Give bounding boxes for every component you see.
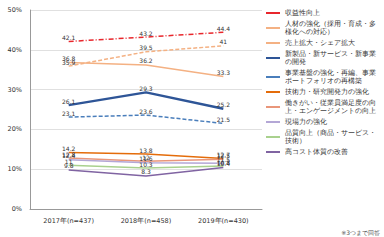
svg-text:9.8: 9.8: [64, 162, 74, 169]
svg-text:10%: 10%: [8, 165, 22, 173]
svg-text:12.7: 12.7: [216, 151, 230, 158]
svg-text:新製品・新サービス・新事業: 新製品・新サービス・新事業: [285, 50, 376, 58]
svg-text:14.2: 14.2: [62, 145, 76, 152]
svg-text:技術力・研究開発力の強化: 技術力・研究開発力の強化: [284, 88, 369, 96]
svg-text:様化への対応）: 様化への対応）: [285, 28, 334, 36]
svg-text:30%: 30%: [8, 86, 22, 94]
svg-text:売上拡大・シェア拡大: 売上拡大・シェア拡大: [285, 39, 355, 47]
svg-text:23.1: 23.1: [62, 110, 76, 117]
svg-text:10.3: 10.3: [139, 161, 153, 168]
svg-text:29.3: 29.3: [139, 85, 153, 92]
svg-text:※3つまで回答: ※3つまで回答: [341, 229, 380, 236]
svg-text:36.2: 36.2: [139, 57, 153, 64]
svg-text:41: 41: [220, 38, 228, 45]
svg-text:2019年(n=430): 2019年(n=430): [198, 217, 249, 225]
svg-text:12.4: 12.4: [62, 152, 76, 160]
svg-text:25.2: 25.2: [217, 101, 231, 108]
svg-text:21.5: 21.5: [217, 116, 231, 123]
svg-text:33.3: 33.3: [217, 69, 231, 76]
svg-text:10.4: 10.4: [217, 160, 231, 167]
svg-text:26.1: 26.1: [62, 98, 76, 105]
svg-text:8.3: 8.3: [141, 168, 151, 175]
svg-text:20%: 20%: [8, 125, 22, 133]
svg-text:40%: 40%: [8, 46, 22, 54]
svg-text:0%: 0%: [12, 205, 22, 213]
svg-text:技術）: 技術）: [284, 137, 306, 145]
svg-text:の開発: の開発: [285, 58, 306, 66]
svg-text:働きがい・従業員満足度の向: 働きがい・従業員満足度の向: [285, 99, 376, 107]
svg-text:2017年(n=437): 2017年(n=437): [43, 217, 94, 225]
svg-text:36.8: 36.8: [62, 55, 76, 62]
svg-text:上・エンゲージメントの向上: 上・エンゲージメントの向上: [285, 107, 376, 115]
svg-text:23.6: 23.6: [139, 108, 153, 115]
svg-text:事業基盤の強化・再編、事業: 事業基盤の強化・再編、事業: [285, 69, 376, 77]
svg-text:ポートフォリオの再構築: ポートフォリオの再構築: [285, 77, 362, 85]
svg-text:収益性向上: 収益性向上: [285, 9, 320, 17]
svg-text:50%: 50%: [8, 6, 22, 14]
svg-text:現場力の強化: 現場力の強化: [285, 118, 327, 126]
svg-text:35.9: 35.9: [62, 58, 76, 66]
svg-text:高コスト体質の改善: 高コスト体質の改善: [285, 147, 348, 156]
svg-text:44.4: 44.4: [217, 25, 231, 32]
svg-text:43.2: 43.2: [139, 30, 153, 37]
svg-text:11: 11: [64, 157, 73, 165]
svg-text:39.5: 39.5: [139, 44, 153, 51]
svg-text:42.1: 42.1: [62, 34, 76, 41]
svg-text:人材の強化（採用・育成・多: 人材の強化（採用・育成・多: [285, 19, 376, 28]
svg-text:11.6: 11.6: [139, 155, 153, 163]
svg-text:2018年(n=458): 2018年(n=458): [121, 217, 172, 225]
svg-text:13.8: 13.8: [139, 147, 153, 154]
svg-text:品質向上（商品・サービス・: 品質向上（商品・サービス・: [285, 129, 376, 137]
